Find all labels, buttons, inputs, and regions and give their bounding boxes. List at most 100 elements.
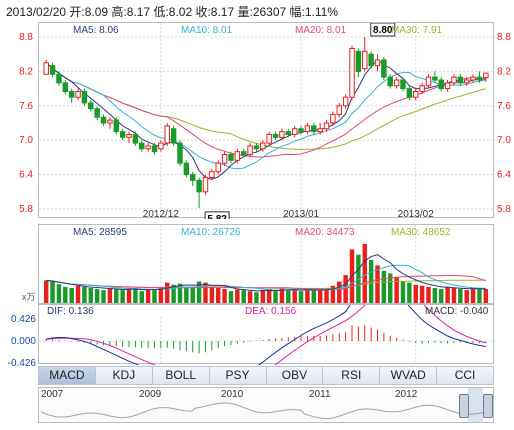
nav-selection[interactable]: [468, 388, 483, 422]
min-price-label-box: [204, 211, 230, 219]
candle-body: [368, 53, 374, 67]
volume-chart: [43, 225, 489, 305]
macd-y-tick: 0.000: [11, 336, 36, 347]
candle-body: [145, 145, 151, 150]
volume-bar: [337, 281, 342, 303]
candle-body: [374, 59, 381, 67]
tab-rsi[interactable]: RSI: [323, 366, 381, 385]
dif-line: [46, 305, 486, 365]
candle-body: [279, 131, 285, 138]
vol-ma5-line: [46, 254, 486, 292]
navigator-chart: [40, 402, 494, 420]
candle-body: [113, 119, 120, 133]
volume-bar: [266, 289, 272, 303]
volume-bar: [190, 287, 195, 303]
y-tick-left: 7.0: [19, 135, 33, 146]
volume-bar: [196, 281, 202, 303]
candle-body: [126, 133, 132, 138]
tab-obv[interactable]: OBV: [266, 366, 324, 385]
volume-bar: [438, 289, 444, 303]
ma30-label: MA30: 7.91: [391, 25, 443, 36]
tab-psy[interactable]: PSY: [209, 366, 267, 385]
candle-body: [438, 79, 444, 90]
candle-body: [304, 125, 311, 133]
x-axis-label: 2013/02: [398, 209, 435, 219]
candle-body: [228, 154, 234, 161]
nav-handle-left[interactable]: [459, 394, 469, 418]
candle-body: [107, 119, 113, 124]
candle-body: [170, 128, 177, 144]
candle-body: [355, 50, 362, 72]
nav-year-2010: 2010: [221, 389, 244, 400]
candle-body: [323, 122, 330, 130]
volume-bar: [483, 289, 489, 303]
candle-body: [202, 176, 209, 193]
vol-ma20-line: [46, 275, 486, 291]
max-price-label: 8.80: [373, 25, 393, 36]
volume-bar: [279, 287, 285, 303]
y-tick-left: 6.4: [19, 170, 33, 181]
candle-body: [362, 50, 368, 70]
volume-bar: [311, 290, 317, 303]
candle-body: [234, 151, 241, 161]
volume-bar: [381, 270, 387, 303]
tab-macd[interactable]: MACD: [38, 366, 96, 385]
volume-bar: [419, 285, 425, 303]
volume-bar: [158, 286, 164, 303]
y-tick-right: 7.0: [497, 135, 511, 146]
y-tick-left: 8.8: [19, 32, 33, 43]
vol-ma10-label: MA10: 26726: [181, 227, 241, 238]
candle-body: [75, 90, 81, 98]
candle-body: [240, 151, 247, 156]
time-navigator[interactable]: 2007 2009 2010 2011 2012: [38, 387, 494, 423]
volume-panel[interactable]: MA5: 28595 MA10: 26726 MA20: 34473 MA30:…: [38, 224, 494, 305]
volume-bar: [298, 291, 304, 303]
y-tick-right: 7.6: [497, 101, 511, 112]
candle-body: [483, 72, 489, 79]
macd-panel[interactable]: DIF: 0.136 DEA: 0.156 MACD: -0.040: [38, 304, 495, 365]
volume-bar: [426, 286, 431, 303]
candle-body: [476, 76, 483, 81]
candle-body: [189, 174, 196, 181]
candle-body: [406, 88, 413, 98]
candle-body: [164, 125, 170, 144]
candle-body: [151, 145, 158, 153]
candle-body: [387, 76, 393, 87]
nav-handle-right[interactable]: [483, 394, 493, 418]
candle-body: [132, 133, 139, 144]
candle-body: [81, 90, 88, 104]
volume-bar: [458, 289, 463, 303]
volume-bar: [126, 287, 132, 303]
ma20-line: [45, 62, 486, 158]
tab-cci[interactable]: CCI: [437, 366, 494, 385]
candle-body: [451, 76, 457, 84]
volume-bar: [235, 289, 240, 303]
y-tick-right: 8.8: [497, 32, 511, 43]
candle-body: [285, 131, 292, 135]
dea-line: [46, 305, 486, 365]
tab-kdj[interactable]: KDJ: [95, 366, 153, 385]
candle-body: [94, 108, 100, 118]
price-chart: 8.80 5.82 2012/12 2013/01 2013/02: [39, 23, 495, 219]
volume-bar: [305, 289, 310, 303]
volume-bar: [152, 290, 157, 303]
dif-label: DIF: 0.136: [47, 306, 94, 317]
candle-body: [393, 79, 400, 87]
candle-body: [139, 142, 145, 150]
tab-boll[interactable]: BOLL: [152, 366, 210, 385]
candle-body: [463, 79, 470, 84]
candle-body: [100, 116, 107, 124]
volume-bar: [94, 289, 100, 303]
candle-body: [342, 96, 349, 107]
candle-body: [336, 105, 343, 115]
volume-unit: x万: [22, 292, 36, 302]
vol-ma20-label: MA20: 34473: [295, 227, 355, 238]
vol-ma10-line: [46, 264, 486, 291]
volume-bar: [43, 280, 49, 303]
vol-ma30-label: MA30: 48652: [391, 227, 451, 238]
tab-wvad[interactable]: WVAD: [380, 366, 438, 385]
vol-ma5-label: MA5: 28595: [73, 227, 127, 238]
ma10-label: MA10: 8.01: [181, 25, 233, 36]
volume-bar: [177, 283, 183, 303]
